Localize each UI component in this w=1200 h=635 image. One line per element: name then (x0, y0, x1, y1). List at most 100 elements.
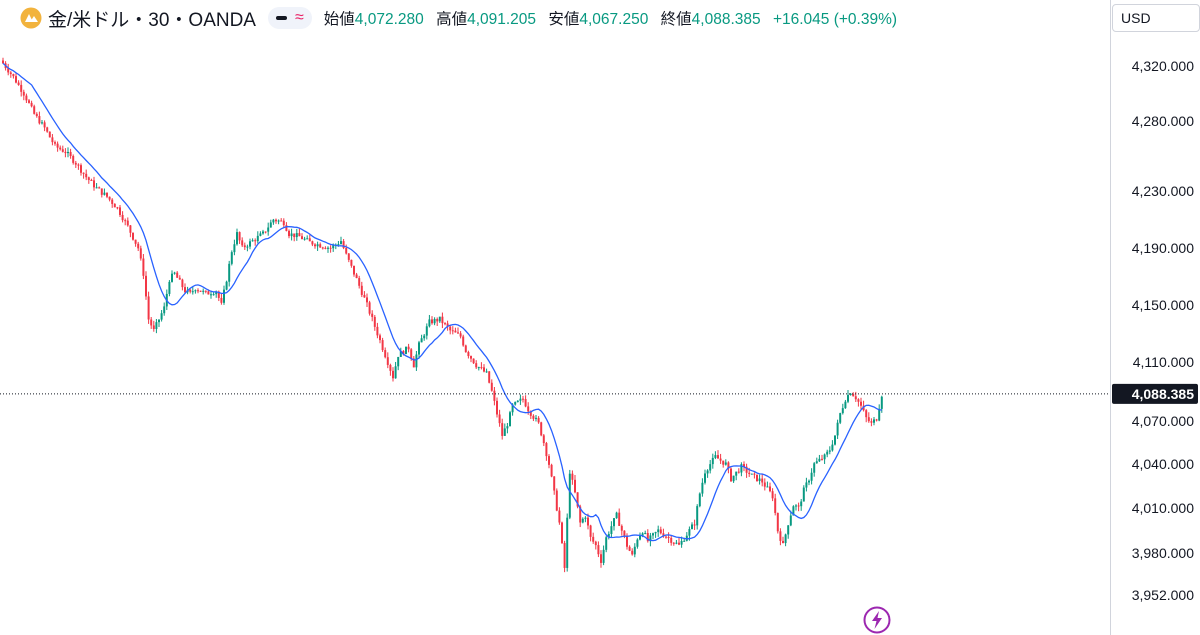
candle-body (488, 371, 491, 383)
indicator-toggle[interactable]: ≈ (267, 7, 312, 29)
candle-body (571, 473, 574, 480)
candle-body (80, 165, 82, 173)
candle-body (410, 349, 413, 359)
candle-body (464, 345, 467, 353)
minus-icon[interactable] (275, 16, 287, 20)
candle-body (74, 162, 77, 165)
candle-body (847, 395, 849, 402)
candle-body (85, 173, 88, 178)
candle-body (602, 549, 605, 563)
candle-body (171, 273, 173, 282)
candle-body (184, 287, 186, 293)
candle-body (704, 473, 706, 483)
candle-body (516, 400, 519, 402)
lightning-icon[interactable] (862, 605, 892, 635)
low-value: 4,067.250 (579, 11, 649, 28)
candle-body (714, 455, 717, 458)
candle-body (706, 470, 709, 474)
open-value: 4,072.280 (354, 11, 424, 28)
candle-body (399, 350, 402, 357)
candle-body (592, 536, 595, 542)
candle-body (134, 239, 137, 244)
candle-body (831, 444, 834, 451)
candle-body (553, 476, 556, 491)
candle-body (381, 340, 384, 351)
candle-body (750, 473, 753, 475)
candle-body (275, 219, 277, 222)
candle-body (529, 411, 532, 416)
candle-body (155, 322, 158, 330)
candle-body (327, 247, 329, 249)
candle-body (701, 482, 704, 494)
candle-body (402, 350, 405, 355)
candle-body (376, 326, 379, 336)
candle-body (776, 512, 779, 532)
candle-body (782, 540, 784, 544)
candle-body (542, 435, 545, 444)
candle-body (875, 419, 878, 421)
y-tick-label: 3,980.000 (1132, 545, 1194, 561)
candle-body (288, 230, 290, 237)
candle-body (579, 506, 582, 523)
candle-body (126, 220, 129, 226)
candle-body (834, 435, 836, 445)
candle-body (675, 542, 678, 544)
candle-body (54, 142, 56, 144)
candle-body (95, 187, 98, 189)
candle-body (342, 241, 345, 249)
candle-body (763, 482, 766, 487)
candle-body (797, 505, 800, 507)
candle-body (506, 426, 509, 429)
candle-body (769, 486, 771, 492)
candle-body (766, 486, 769, 488)
candle-body (215, 291, 218, 295)
candle-body (241, 240, 244, 246)
gold-symbol-icon (20, 7, 42, 29)
candle-body (636, 539, 639, 547)
y-tick-label: 4,110.000 (1133, 354, 1194, 370)
candle-body (228, 263, 231, 282)
candle-body (600, 554, 602, 563)
candle-body (839, 413, 842, 423)
candle-body (860, 401, 862, 406)
wave-icon[interactable]: ≈ (294, 9, 304, 26)
candle-body (446, 323, 449, 327)
candle-body (93, 180, 95, 188)
candle-body (574, 479, 576, 493)
candle-body (589, 525, 592, 537)
candle-body (168, 281, 171, 294)
y-tick-label: 4,040.000 (1132, 456, 1194, 472)
close-value: 4,088.385 (691, 11, 761, 28)
candle-body (51, 137, 54, 143)
candle-body (854, 396, 857, 400)
currency-selector[interactable]: USD (1112, 4, 1200, 32)
candle-body (646, 532, 649, 542)
candle-body (498, 414, 501, 424)
candle-body (332, 245, 335, 249)
candle-body (202, 290, 205, 292)
candle-body (61, 149, 64, 152)
candle-body (688, 529, 691, 536)
y-tick-label: 4,190.000 (1132, 240, 1194, 256)
candle-body (805, 482, 808, 488)
candle-body (449, 326, 452, 331)
candle-body (740, 464, 743, 473)
candle-body (745, 466, 748, 473)
candle-body (82, 172, 85, 174)
candle-body (106, 192, 108, 197)
symbol-title[interactable]: 金/米ドル・30・OANDA (48, 9, 256, 31)
candle-body (753, 473, 756, 475)
candle-body (662, 533, 665, 537)
candle-body (46, 127, 49, 132)
candle-body (727, 462, 730, 469)
candle-body (181, 279, 184, 288)
candle-body (743, 464, 745, 467)
candle-body (561, 522, 563, 543)
candle-body (683, 540, 686, 542)
candle-body (324, 247, 327, 249)
candle-body (259, 233, 262, 236)
candle-body (828, 450, 831, 452)
y-tick-label: 4,150.000 (1132, 297, 1194, 313)
candle-body (462, 336, 465, 346)
